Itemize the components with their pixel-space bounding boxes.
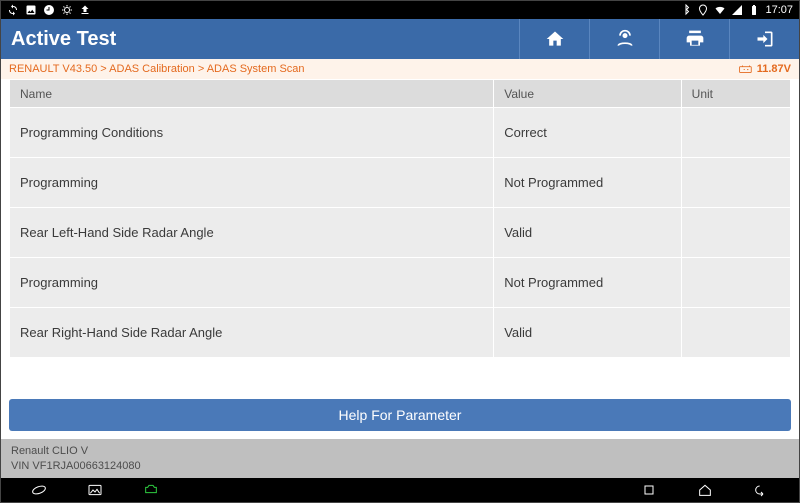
help-parameter-button[interactable]: Help For Parameter bbox=[9, 399, 791, 431]
cell-value: Valid bbox=[494, 208, 681, 258]
data-table: Name Value Unit Programming Conditions C… bbox=[9, 79, 791, 358]
col-value: Value bbox=[494, 80, 681, 108]
battery-icon bbox=[748, 4, 760, 16]
table-row[interactable]: Programming Conditions Correct bbox=[10, 108, 791, 158]
table-row[interactable]: Rear Right-Hand Side Radar Angle Valid bbox=[10, 308, 791, 358]
cell-unit bbox=[681, 308, 790, 358]
breadcrumb-row: RENAULT V43.50 > ADAS Calibration > ADAS… bbox=[1, 59, 799, 79]
support-button[interactable] bbox=[589, 19, 659, 59]
recent-apps-button[interactable] bbox=[641, 482, 657, 498]
diagnostic-app-icon[interactable] bbox=[143, 482, 159, 498]
table-row[interactable]: Programming Not Programmed bbox=[10, 158, 791, 208]
back-nav-button[interactable] bbox=[753, 482, 769, 498]
cell-name: Programming Conditions bbox=[10, 108, 494, 158]
cell-name: Rear Right-Hand Side Radar Angle bbox=[10, 308, 494, 358]
cell-unit bbox=[681, 258, 790, 308]
signal-icon bbox=[731, 4, 743, 16]
gallery-icon[interactable] bbox=[87, 482, 103, 498]
vehicle-vin: VIN VF1RJA00663124080 bbox=[11, 459, 789, 473]
clock-icon bbox=[43, 4, 55, 16]
page-title: Active Test bbox=[1, 28, 519, 51]
battery-voltage: 11.87V bbox=[739, 63, 791, 75]
cell-unit bbox=[681, 108, 790, 158]
cell-value: Not Programmed bbox=[494, 158, 681, 208]
brightness-icon bbox=[61, 4, 73, 16]
exit-button[interactable] bbox=[729, 19, 799, 59]
image-icon bbox=[25, 4, 37, 16]
wifi-icon bbox=[714, 4, 726, 16]
table-row[interactable]: Rear Left-Hand Side Radar Angle Valid bbox=[10, 208, 791, 258]
android-status-bar: 17:07 bbox=[1, 1, 799, 19]
table-row[interactable]: Programming Not Programmed bbox=[10, 258, 791, 308]
bluetooth-icon bbox=[680, 4, 692, 16]
help-row: Help For Parameter bbox=[1, 393, 799, 439]
android-nav-bar bbox=[1, 478, 799, 502]
cell-unit bbox=[681, 158, 790, 208]
browser-icon[interactable] bbox=[31, 482, 47, 498]
data-table-wrap: Name Value Unit Programming Conditions C… bbox=[1, 79, 799, 393]
sync-icon bbox=[7, 4, 19, 16]
cell-name: Programming bbox=[10, 258, 494, 308]
home-button[interactable] bbox=[519, 19, 589, 59]
print-button[interactable] bbox=[659, 19, 729, 59]
cell-value: Valid bbox=[494, 308, 681, 358]
app-header: Active Test bbox=[1, 19, 799, 59]
col-name: Name bbox=[10, 80, 494, 108]
home-nav-button[interactable] bbox=[697, 482, 713, 498]
vehicle-info-bar: Renault CLIO V VIN VF1RJA00663124080 bbox=[1, 439, 799, 478]
cell-value: Not Programmed bbox=[494, 258, 681, 308]
vehicle-model: Renault CLIO V bbox=[11, 444, 789, 458]
status-time: 17:07 bbox=[765, 4, 793, 16]
location-icon bbox=[697, 4, 709, 16]
col-unit: Unit bbox=[681, 80, 790, 108]
cell-value: Correct bbox=[494, 108, 681, 158]
table-header-row: Name Value Unit bbox=[10, 80, 791, 108]
voltage-value: 11.87V bbox=[757, 63, 791, 75]
breadcrumb: RENAULT V43.50 > ADAS Calibration > ADAS… bbox=[9, 63, 739, 75]
upload-icon bbox=[79, 4, 91, 16]
cell-name: Programming bbox=[10, 158, 494, 208]
cell-name: Rear Left-Hand Side Radar Angle bbox=[10, 208, 494, 258]
cell-unit bbox=[681, 208, 790, 258]
